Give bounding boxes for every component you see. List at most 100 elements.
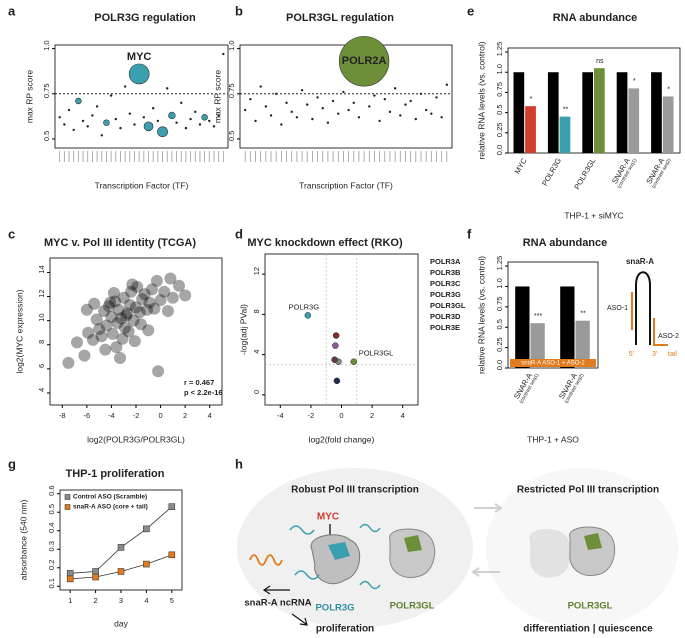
data-point bbox=[131, 280, 144, 293]
y-tick-label: 8 bbox=[252, 309, 261, 313]
x-axis-label: log2(POLR3G/POLR3GL) bbox=[87, 434, 185, 444]
data-point bbox=[75, 97, 82, 105]
y-tick-label: 0.25 bbox=[495, 337, 504, 352]
data-point bbox=[95, 105, 99, 108]
significance: ** bbox=[580, 311, 586, 318]
data-point bbox=[164, 272, 177, 285]
y-tick-label: 0.5 bbox=[495, 104, 504, 114]
diagram-title: Restricted Pol III transcription bbox=[517, 485, 659, 496]
panel-letter: g bbox=[8, 456, 16, 471]
y-tick-label: 0.5 bbox=[47, 504, 56, 514]
data-point bbox=[143, 121, 154, 132]
data-point bbox=[254, 119, 257, 123]
data-point bbox=[125, 285, 138, 298]
y-tick-label: 6 bbox=[37, 364, 46, 368]
y-tick-label: 0.75 bbox=[42, 83, 51, 98]
data-point bbox=[331, 99, 335, 103]
end-label: 3' bbox=[652, 351, 657, 358]
y-tick-label: 14 bbox=[37, 265, 46, 273]
y-tick-label: 1.25 bbox=[495, 42, 504, 57]
data-line bbox=[70, 554, 172, 580]
diagram-title: Robust Pol III transcription bbox=[291, 485, 419, 496]
data-point bbox=[123, 85, 127, 88]
data-point bbox=[123, 298, 136, 311]
y-tick-label: 8 bbox=[37, 340, 46, 344]
data-point bbox=[106, 327, 119, 340]
aso-label: ASO-1 bbox=[607, 305, 628, 312]
data-point bbox=[138, 288, 151, 301]
snar-rna bbox=[249, 554, 283, 566]
data-point bbox=[119, 126, 122, 130]
x-tick-label: -2 bbox=[133, 411, 140, 420]
data-point bbox=[117, 568, 125, 575]
arrow bbox=[262, 585, 290, 595]
x-tick-label: 0 bbox=[339, 411, 343, 420]
x-tick-label: 4 bbox=[401, 411, 405, 420]
data-point bbox=[342, 90, 345, 94]
data-point bbox=[107, 286, 120, 299]
data-point bbox=[264, 105, 268, 108]
y-axis-label: max RP score bbox=[212, 70, 222, 123]
data-point bbox=[337, 112, 340, 115]
x-axis-label: day bbox=[114, 618, 128, 628]
data-point bbox=[102, 300, 115, 313]
chart-title: RNA abundance bbox=[523, 237, 608, 249]
y-tick-label: 4 bbox=[252, 350, 261, 354]
data-point bbox=[274, 92, 278, 95]
data-point bbox=[150, 274, 163, 287]
data-point bbox=[80, 303, 93, 316]
panel-letter: f bbox=[467, 226, 472, 241]
panel-letter: a bbox=[8, 3, 16, 18]
data-point bbox=[326, 121, 330, 124]
data-point bbox=[166, 87, 169, 90]
data-point bbox=[217, 114, 220, 117]
point-label: POLR3G bbox=[289, 302, 320, 311]
chart-title: MYC v. Pol III identity (TCGA) bbox=[44, 237, 196, 249]
stat-label: r = 0.467 bbox=[184, 378, 214, 387]
data-point bbox=[142, 116, 146, 119]
y-tick-label: 0.2 bbox=[47, 560, 56, 570]
data-point bbox=[141, 303, 154, 316]
aso-label: ASO-2 bbox=[658, 333, 679, 340]
y-tick-label: 1.0 bbox=[42, 40, 51, 50]
y-tick-label: 12 bbox=[37, 289, 46, 297]
x-tick-label: -6 bbox=[84, 411, 91, 420]
data-point bbox=[357, 116, 361, 119]
y-tick-label: 0.75 bbox=[495, 297, 504, 312]
y-tick-label: 0.4 bbox=[47, 523, 56, 533]
y-axis-label: log2(MYC expression) bbox=[14, 289, 24, 373]
x-tick-label: POLR3G bbox=[540, 156, 563, 187]
y-tick-label: 0.5 bbox=[227, 131, 236, 141]
data-point bbox=[331, 356, 338, 363]
data-point bbox=[63, 123, 66, 126]
polymerase bbox=[389, 528, 436, 578]
data-point bbox=[88, 297, 101, 310]
x-tick-label: -8 bbox=[59, 411, 66, 420]
x-tick-label: -2 bbox=[308, 411, 315, 420]
data-point bbox=[136, 292, 149, 305]
data-point bbox=[82, 326, 95, 339]
panel-letter: b bbox=[235, 3, 243, 18]
data-point bbox=[109, 295, 122, 308]
data-point bbox=[78, 349, 91, 362]
data-point bbox=[306, 103, 309, 106]
bar bbox=[575, 320, 590, 368]
data-point bbox=[435, 96, 438, 99]
panel-letter: c bbox=[8, 226, 15, 241]
data-line bbox=[70, 506, 173, 574]
data-point bbox=[409, 99, 412, 103]
x-tick-label: MYC bbox=[513, 156, 529, 175]
data-point bbox=[295, 116, 299, 119]
data-point bbox=[373, 94, 376, 97]
data-point bbox=[145, 283, 158, 296]
data-point bbox=[104, 296, 117, 309]
data-point bbox=[430, 112, 433, 115]
data-point bbox=[100, 134, 103, 137]
snar-hairpin: snaR-A ASO-1 ASO-2 5' 3' tail bbox=[607, 257, 679, 358]
legend-marker bbox=[64, 504, 71, 510]
bar bbox=[616, 72, 628, 153]
legend-label: POLR3D bbox=[430, 312, 461, 321]
data-point bbox=[304, 312, 312, 319]
data-point bbox=[72, 128, 75, 132]
legend-label: snaR-A ASO (core + tail) bbox=[73, 504, 148, 511]
